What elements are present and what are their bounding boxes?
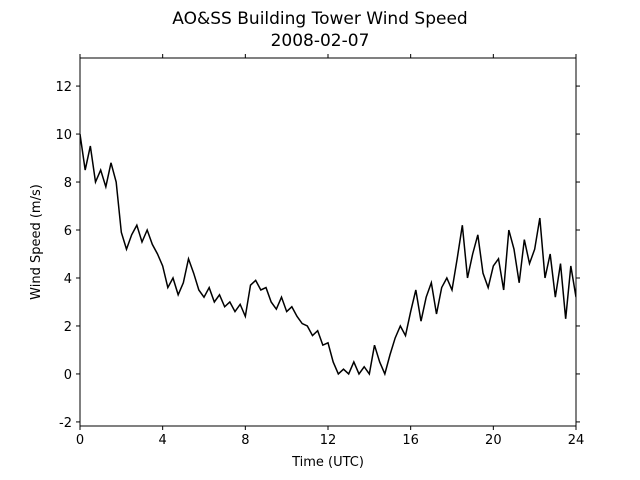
y-tick-label: 8 (64, 176, 72, 191)
x-tick-label: 4 (159, 433, 167, 448)
chart-subtitle: 2008-02-07 (271, 31, 370, 51)
y-tick-label: 6 (64, 224, 72, 239)
data-line (80, 133, 576, 377)
x-tick-label: 20 (485, 433, 502, 448)
x-tick-label: 8 (241, 433, 249, 448)
plot-frame (79, 57, 577, 427)
y-axis-label: Wind Speed (m/s) (29, 184, 44, 300)
y-tick-label: 2 (64, 320, 72, 335)
y-tick-label: 12 (55, 80, 72, 95)
y-tick-label: 10 (55, 128, 72, 143)
y-tick-label: -2 (59, 416, 72, 431)
y-tick-label: 0 (64, 368, 72, 383)
x-tick-label: 12 (320, 433, 337, 448)
x-tick-label: 16 (402, 433, 419, 448)
chart-title: AO&SS Building Tower Wind Speed (172, 9, 467, 29)
y-tick-label: 4 (64, 272, 72, 287)
x-tick-label: 24 (568, 433, 585, 448)
x-tick-label: 0 (76, 433, 84, 448)
x-axis-label: Time (UTC) (291, 455, 364, 470)
